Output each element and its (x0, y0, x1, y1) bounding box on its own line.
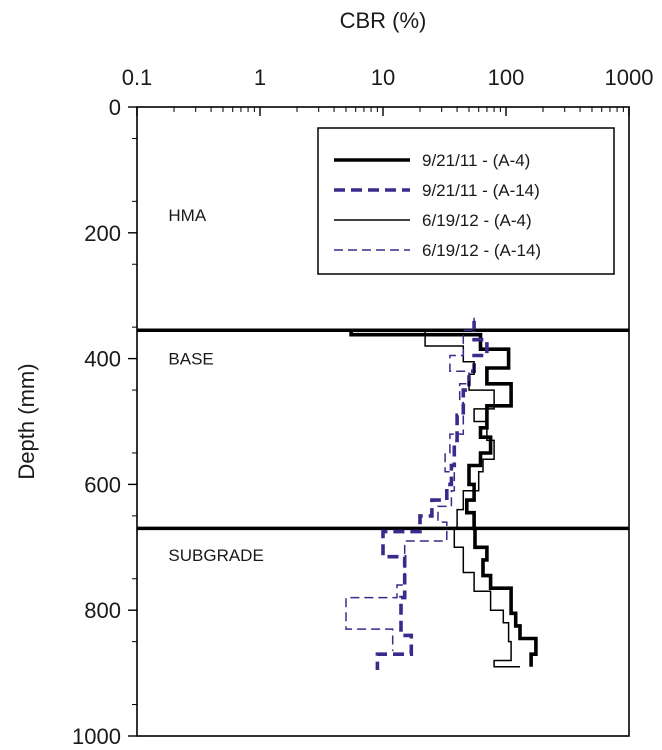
y-tick-label: 400 (84, 347, 121, 372)
y-axis-title: Depth (mm) (14, 363, 39, 479)
y-tick-label: 1000 (72, 724, 121, 749)
layer-labels: HMA BASE SUBGRADE (168, 206, 263, 565)
x-tick-label: 0.1 (122, 65, 153, 90)
series-line-1 (349, 330, 538, 667)
legend-label: 6/19/12 - (A-14) (422, 241, 541, 260)
y-tick-label: 200 (84, 221, 121, 246)
series-line-4 (345, 317, 475, 652)
series-line-3 (343, 329, 520, 668)
y-tick-label: 600 (84, 472, 121, 497)
y-tick-label: 0 (109, 95, 121, 120)
layer-label: SUBGRADE (168, 546, 263, 565)
x-tick-label: 1 (254, 65, 266, 90)
legend-label: 9/21/11 - (A-4) (422, 151, 530, 170)
x-axis-title: CBR (%) (340, 8, 427, 33)
axes: 0.1 1 10 100 1000 0 200 400 600 800 1000 (72, 65, 653, 749)
series-line-2 (375, 320, 489, 670)
legend-label: 6/19/12 - (A-4) (422, 211, 532, 230)
x-tick-label: 1000 (605, 65, 654, 90)
x-tick-label: 10 (371, 65, 395, 90)
legend-label: 9/21/11 - (A-14) (422, 181, 540, 200)
layer-label: BASE (168, 350, 213, 369)
x-tick-label: 100 (488, 65, 525, 90)
series-group (343, 317, 538, 670)
legend: 9/21/11 - (A-4) 9/21/11 - (A-14) 6/19/12 -… (317, 127, 615, 275)
y-tick-label: 800 (84, 598, 121, 623)
layer-label: HMA (168, 206, 206, 225)
